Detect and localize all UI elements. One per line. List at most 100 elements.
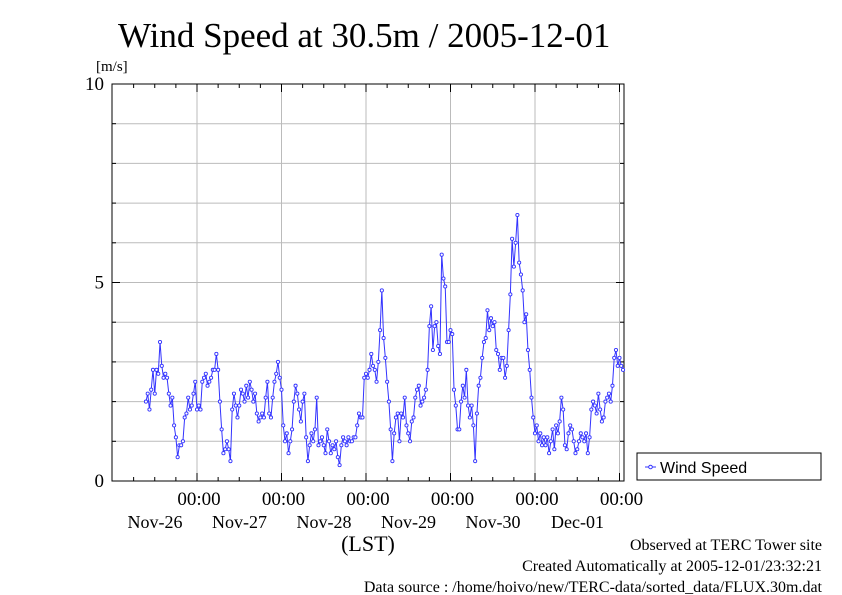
data-point bbox=[571, 439, 576, 444]
data-point bbox=[194, 407, 200, 412]
data-point bbox=[488, 316, 494, 321]
series-line-wind-speed bbox=[145, 214, 624, 466]
data-point bbox=[390, 459, 395, 464]
data-point bbox=[459, 399, 464, 404]
data-point bbox=[518, 272, 523, 277]
data-point bbox=[172, 423, 177, 428]
x-tick-day-label: Nov-30 bbox=[466, 512, 521, 532]
data-point bbox=[256, 419, 261, 424]
data-point bbox=[316, 443, 321, 448]
data-point bbox=[275, 359, 281, 364]
data-point bbox=[311, 439, 316, 444]
data-point bbox=[355, 423, 360, 428]
data-point bbox=[395, 411, 400, 416]
data-point bbox=[179, 443, 184, 448]
data-point bbox=[346, 435, 351, 440]
data-point bbox=[288, 439, 293, 444]
data-point bbox=[150, 367, 156, 372]
data-point bbox=[406, 431, 411, 436]
data-point bbox=[605, 395, 610, 400]
data-point bbox=[212, 367, 217, 372]
y-axis-ticks: 0 5 10 bbox=[85, 74, 624, 492]
data-point bbox=[490, 324, 495, 329]
data-point bbox=[175, 455, 180, 460]
data-point bbox=[596, 391, 601, 396]
data-point bbox=[437, 351, 442, 357]
x-tick-day-label: Nov-27 bbox=[212, 512, 267, 532]
data-point bbox=[376, 359, 381, 364]
data-point bbox=[580, 435, 585, 440]
data-point bbox=[385, 379, 390, 384]
data-point bbox=[473, 459, 478, 464]
data-point bbox=[515, 212, 520, 218]
series-points bbox=[143, 212, 626, 468]
x-tick-day-label: Nov-26 bbox=[128, 512, 183, 532]
data-point bbox=[497, 367, 502, 372]
data-point bbox=[247, 379, 252, 384]
data-point bbox=[513, 240, 518, 245]
data-point bbox=[483, 336, 488, 341]
data-point bbox=[328, 451, 333, 456]
x-tick-time-label: 00:00 bbox=[262, 489, 305, 510]
data-point bbox=[598, 407, 603, 412]
data-point bbox=[258, 415, 263, 420]
data-point bbox=[147, 407, 152, 412]
data-point bbox=[184, 411, 189, 416]
data-point bbox=[578, 431, 583, 436]
data-point bbox=[608, 399, 613, 404]
data-point bbox=[193, 379, 198, 384]
data-point bbox=[504, 363, 509, 368]
data-point bbox=[362, 375, 367, 380]
data-point bbox=[332, 447, 337, 452]
legend-label: Wind Speed bbox=[660, 460, 747, 477]
data-point bbox=[536, 439, 541, 444]
data-point bbox=[603, 399, 608, 404]
data-point bbox=[386, 399, 391, 404]
data-point bbox=[374, 379, 379, 384]
y-tick-label: 0 bbox=[95, 471, 105, 492]
data-point bbox=[297, 407, 302, 412]
data-point bbox=[325, 427, 330, 432]
data-point bbox=[492, 320, 497, 325]
data-point bbox=[525, 347, 531, 353]
data-point bbox=[522, 320, 527, 325]
x-tick-time-label: 00:00 bbox=[600, 489, 643, 510]
data-point bbox=[541, 435, 546, 440]
data-point bbox=[159, 363, 164, 368]
data-point bbox=[610, 383, 615, 388]
data-point bbox=[562, 443, 567, 448]
data-point bbox=[443, 284, 448, 289]
data-point bbox=[418, 403, 423, 408]
data-point bbox=[226, 447, 231, 452]
data-point bbox=[381, 336, 386, 341]
data-point bbox=[281, 423, 286, 428]
y-axis-label: [m/s] bbox=[96, 59, 128, 75]
data-point bbox=[367, 367, 372, 372]
data-point bbox=[349, 439, 354, 444]
data-point bbox=[291, 399, 296, 404]
data-point bbox=[323, 451, 328, 456]
data-point bbox=[307, 443, 312, 448]
data-point bbox=[378, 328, 383, 333]
data-point bbox=[561, 407, 566, 412]
data-point bbox=[508, 292, 513, 297]
data-point bbox=[314, 395, 319, 400]
data-point bbox=[404, 423, 409, 428]
data-point bbox=[370, 363, 376, 368]
data-point bbox=[539, 443, 545, 448]
data-point bbox=[506, 328, 511, 333]
data-point bbox=[524, 312, 529, 317]
data-point bbox=[318, 439, 323, 444]
data-point bbox=[471, 423, 476, 428]
data-point bbox=[286, 451, 291, 456]
x-tick-time-label: 00:00 bbox=[515, 489, 558, 510]
legend-box bbox=[636, 452, 822, 481]
data-point bbox=[532, 431, 538, 436]
data-point bbox=[392, 431, 397, 436]
data-point bbox=[467, 415, 472, 420]
data-point bbox=[238, 387, 244, 392]
data-point bbox=[321, 443, 326, 448]
data-point bbox=[268, 415, 273, 420]
data-point bbox=[487, 328, 492, 333]
data-point bbox=[545, 435, 550, 440]
